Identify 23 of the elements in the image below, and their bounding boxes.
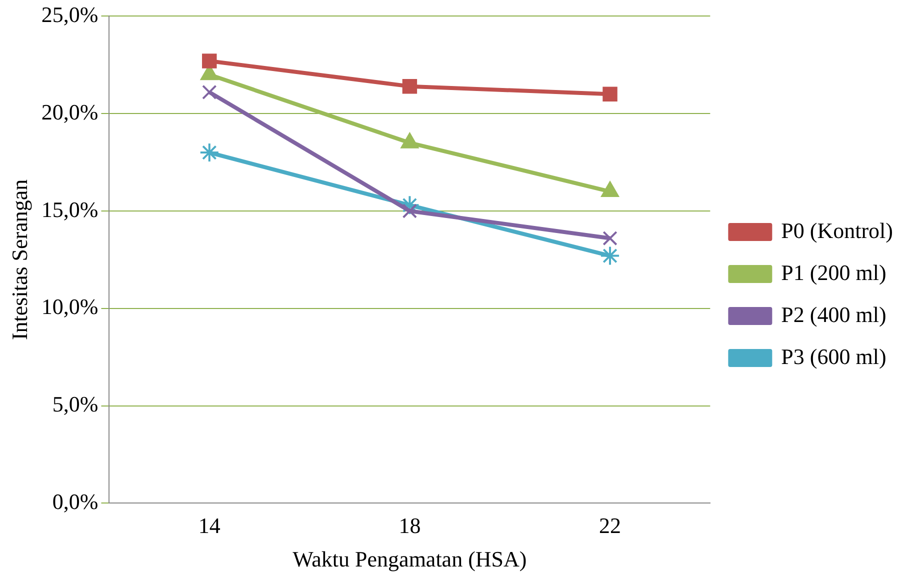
- y-axis-title: Intesitas Serangan: [6, 179, 32, 340]
- point: [602, 230, 618, 246]
- x-tick-label: 14: [198, 513, 220, 538]
- point: [402, 78, 418, 94]
- point: [202, 84, 217, 100]
- point: [402, 204, 418, 218]
- x-tick-label: 18: [398, 513, 421, 538]
- y-tick-label: 20,0%: [41, 99, 98, 124]
- y-tick-label: 10,0%: [41, 294, 98, 320]
- x-tick-label: 22: [599, 513, 622, 538]
- point: [199, 142, 220, 163]
- y-tick-label: 5,0%: [52, 392, 98, 417]
- y-tick-label: 15,0%: [41, 196, 98, 222]
- legend-label: P2 (400 ml): [781, 302, 886, 327]
- point: [202, 54, 217, 68]
- legend-label: P1 (200 ml): [781, 260, 886, 285]
- legend-label: P0 (Kontrol): [781, 218, 893, 243]
- y-tick-label: 0,0%: [52, 488, 98, 514]
- point: [600, 246, 620, 266]
- legend-label: P3 (600 ml): [781, 344, 886, 369]
- x-axis-title: Waktu Pengamatan (HSA): [292, 546, 527, 572]
- point: [602, 86, 618, 102]
- y-tick-label: 25,0%: [41, 2, 98, 27]
